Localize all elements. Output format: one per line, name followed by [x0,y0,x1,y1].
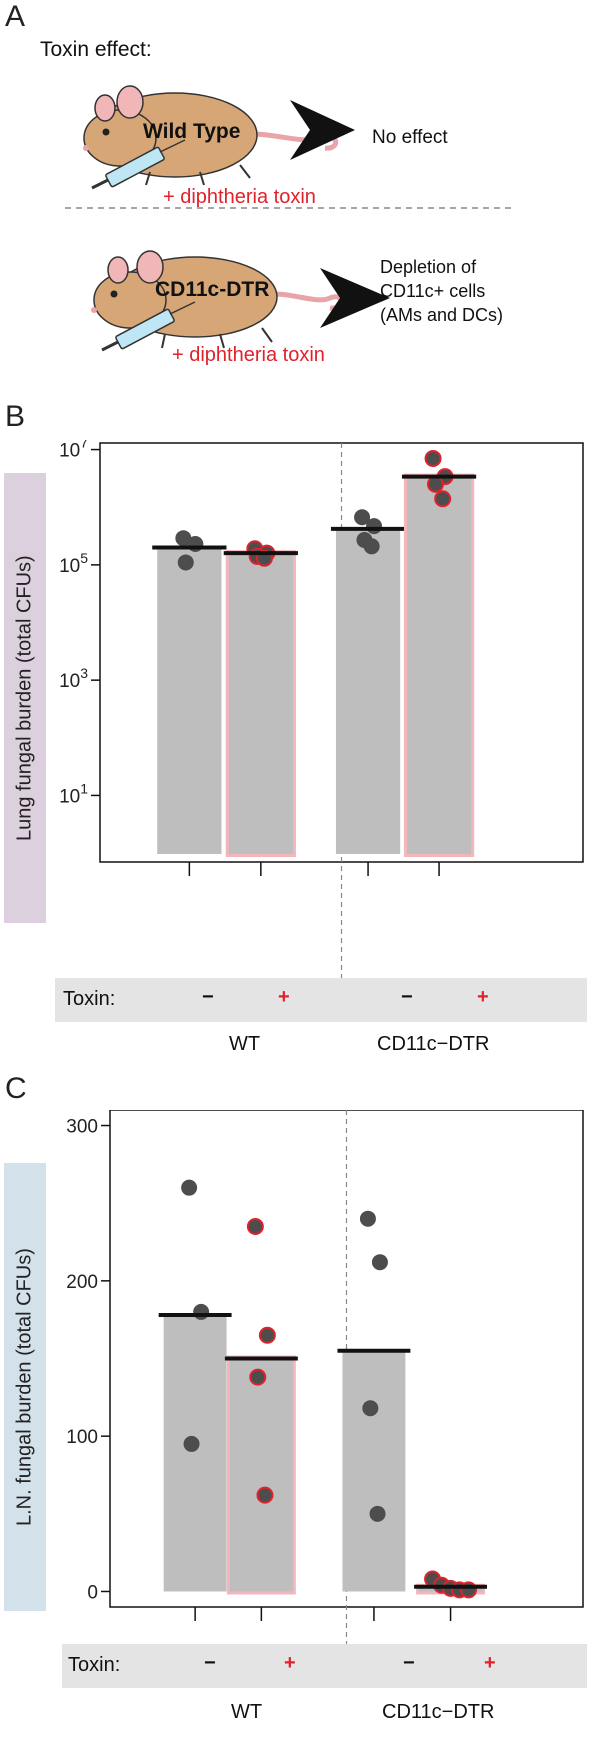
data-point-1-0-1 [193,1303,210,1320]
toxin-strip-b: Toxin: − + − + [55,978,587,1022]
data-point-0-0-2 [177,554,194,571]
arrow-1-icon [290,100,355,160]
toxin-sign-c-2: − [403,1652,415,1674]
panel-b-letter: B [5,400,26,433]
toxin-label-b: Toxin: [63,988,116,1010]
toxin-sign-b-1: + [278,986,290,1008]
data-point-0-3-0 [424,449,442,467]
cd11c-dtr-label: CD11c-DTR [155,278,270,301]
panel-a-letter: A [5,0,26,33]
wild-type-label: Wild Type [143,120,241,143]
toxin-sign-b-3: + [477,986,489,1008]
y-tick-label-0-2: 105 [59,550,88,577]
data-point-1-0-0 [181,1179,198,1196]
data-point-0-3-2 [426,475,444,493]
depletion-line-3: (AMs and DCs) [380,305,504,325]
y-tick-label-1-0: 0 [87,1582,98,1603]
data-point-1-0-2 [183,1435,200,1452]
data-point-1-1-2 [249,1368,267,1386]
toxin-effect-heading: Toxin effect: [40,38,152,61]
y-tick-label-1-1: 100 [66,1427,98,1448]
no-effect-label: No effect [372,127,448,148]
bar-1-2 [342,1350,406,1592]
data-point-1-2-1 [371,1254,388,1271]
lung-burden-chart: 101 103 105 107 [59,440,584,992]
panel-c-letter: C [5,1072,27,1105]
y-tick-label-0-1: 103 [59,665,88,692]
data-point-1-2-3 [369,1505,386,1522]
data-point-0-3-3 [434,490,452,508]
y-tick-label-0-0: 101 [59,780,88,807]
syringe-icon-1 [91,139,186,190]
bar-1-0 [163,1315,227,1592]
data-point-1-1-0 [246,1217,264,1235]
data-point-1-3-4 [460,1581,478,1599]
toxin-sign-b-0: − [202,986,214,1008]
data-point-1-2-0 [359,1210,376,1227]
data-point-1-1-3 [256,1486,274,1504]
group-label-c-wt: WT [231,1701,263,1723]
panel-a-illustration [65,85,515,352]
group-label-b-dtr: CD11c−DTR [377,1033,490,1055]
bar-0-1 [228,553,293,854]
y-tick-label-1-2: 200 [66,1272,98,1293]
data-point-0-2-1 [366,518,383,535]
bar-0-2 [335,528,401,854]
group-label-c-dtr: CD11c−DTR [382,1701,495,1723]
bar-1-1 [229,1358,293,1592]
toxin-sign-c-3: + [484,1652,496,1674]
bar-0-0 [157,547,222,854]
syringe-icon-2 [101,301,196,352]
data-point-0-2-0 [354,509,371,526]
depletion-line-1: Depletion of [380,257,477,277]
ln-burden-chart: 0 100 200 300 [66,1110,584,1670]
y-tick-label-0-3: 107 [59,440,88,462]
data-point-1-2-2 [362,1400,379,1417]
data-point-0-2-3 [363,538,380,555]
toxin-treatment-label-1: + diphtheria toxin [163,186,316,208]
toxin-label-c: Toxin: [68,1654,121,1676]
depletion-line-2: CD11c+ cells [380,281,486,301]
toxin-sign-c-1: + [284,1652,296,1674]
toxin-treatment-label-2: + diphtheria toxin [172,344,325,366]
toxin-sign-c-0: − [204,1652,216,1674]
y-tick-label-1-3: 300 [66,1117,98,1138]
wild-type-mouse-icon [83,85,339,186]
toxin-strip-c: Toxin: − + − + [62,1644,587,1688]
data-point-1-1-1 [258,1326,276,1344]
toxin-sign-b-2: − [401,986,413,1008]
group-label-b-wt: WT [229,1033,261,1055]
arrow-2-icon [320,268,390,328]
bar-0-3 [406,476,472,854]
